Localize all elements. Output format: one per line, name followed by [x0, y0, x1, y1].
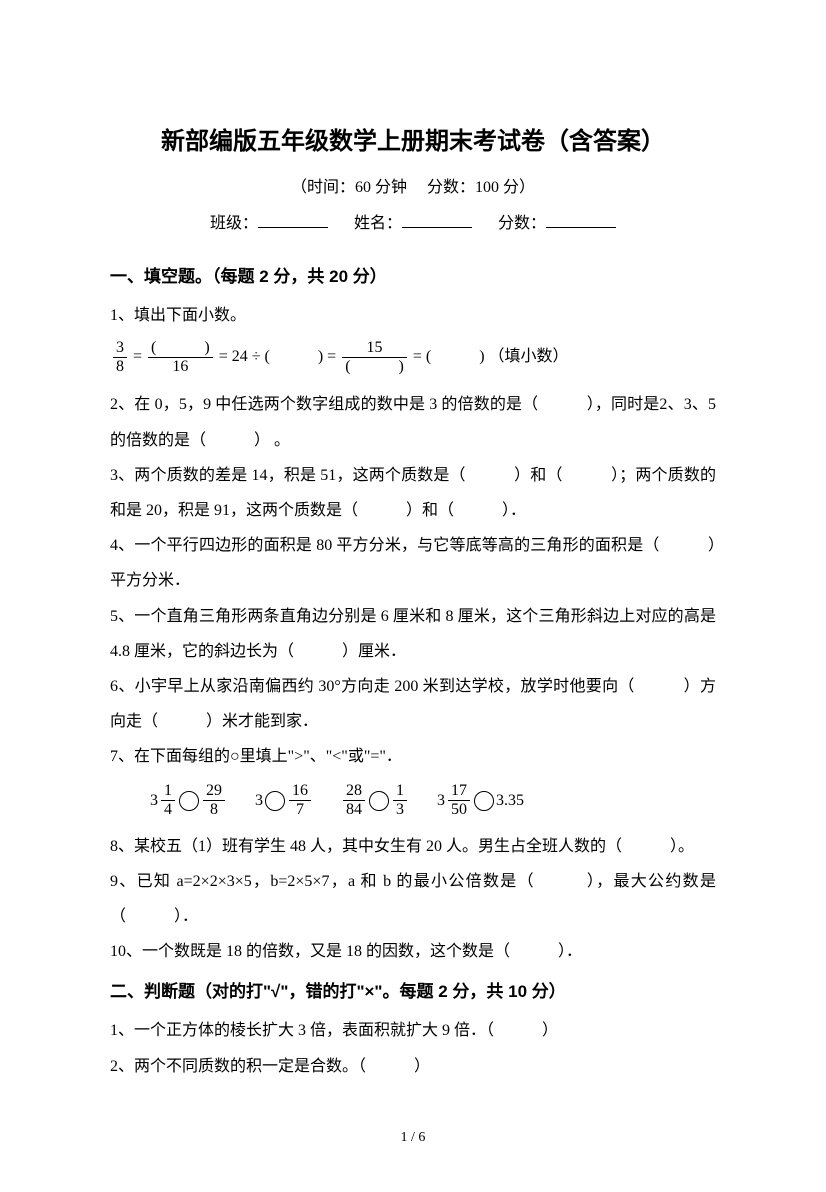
q7-compare: 3 1 4 29 8 3 16 7 28 84 1 3	[150, 782, 716, 818]
frac-num: 1	[161, 782, 175, 801]
frac-28-84: 28 84	[343, 782, 365, 818]
whole: 3	[255, 785, 263, 817]
score-label: 分数：	[498, 215, 546, 232]
subtitle: （时间：60 分钟 分数：100 分）	[110, 172, 716, 204]
q6-text: 6、小宇早上从家沿南偏西约 30°方向走 200 米到达学校，放学时他要向（ ）…	[110, 669, 716, 739]
frac-num: 17	[448, 782, 470, 801]
whole: 3	[437, 785, 445, 817]
compare-circle	[265, 791, 285, 811]
compare-circle	[179, 791, 199, 811]
frac-num: 15	[342, 339, 407, 358]
frac-den: 4	[161, 801, 175, 819]
q8-text: 8、某校五（1）班有学生 48 人，其中女生有 20 人。男生占全班人数的（ ）…	[110, 829, 716, 864]
frac-1-3: 1 3	[393, 782, 407, 818]
s2-q2-text: 2、两个不同质数的积一定是合数。（ ）	[110, 1049, 716, 1084]
q9-text: 9、已知 a=2×2×3×5，b=2×5×7，a 和 b 的最小公倍数是（ ），…	[110, 864, 716, 934]
frac-num: ( )	[148, 339, 213, 358]
q7-text: 7、在下面每组的○里填上">"、"<"或"="．	[110, 739, 716, 774]
mixed-3-17-50: 3 17 50	[437, 782, 472, 818]
frac-num: 3	[113, 339, 127, 358]
compare-circle	[369, 791, 389, 811]
whole: 3	[150, 785, 158, 817]
frac-3-8: 3 8	[113, 339, 127, 375]
section2-header: 二、判断题（对的打"√"，错的打"×"。每题 2 分，共 10 分）	[110, 975, 716, 1009]
compare-circle	[474, 791, 494, 811]
frac-29-8: 29 8	[203, 782, 225, 818]
class-label: 班级：	[210, 215, 258, 232]
q1-equation: 3 8 = ( ) 16 = 24 ÷ ( ) = 15 ( ) = ( ) （…	[110, 339, 716, 375]
frac-den: 16	[148, 358, 213, 376]
compare-4: 3 17 50 3.35	[437, 782, 524, 818]
frac-den: 8	[113, 358, 127, 376]
frac-blank-16: ( ) 16	[148, 339, 213, 375]
name-blank	[402, 212, 472, 228]
name-label: 姓名：	[354, 215, 402, 232]
page-number: 1 / 6	[110, 1124, 716, 1152]
q5-text: 5、一个直角三角形两条直角边分别是 6 厘米和 8 厘米，这个三角形斜边上对应的…	[110, 599, 716, 669]
decimal: 3.35	[496, 785, 524, 817]
q4-text: 4、一个平行四边形的面积是 80 平方分米，与它等底等高的三角形的面积是（ ）平…	[110, 528, 716, 598]
frac-16-7: 16 7	[289, 782, 311, 818]
compare-3: 28 84 1 3	[341, 782, 409, 818]
frac-num: 29	[203, 782, 225, 801]
frac-den: 7	[289, 801, 311, 819]
eq-sign: =	[133, 346, 142, 368]
compare-1: 3 1 4 29 8	[150, 782, 227, 818]
frac-den: 50	[448, 801, 470, 819]
frac-num: 28	[343, 782, 365, 801]
score-blank	[546, 212, 616, 228]
compare-2: 3 16 7	[255, 782, 313, 818]
frac-num: 16	[289, 782, 311, 801]
q2-text: 2、在 0，5，9 中任选两个数字组成的数中是 3 的倍数的是（ ），同时是2、…	[110, 387, 716, 457]
q1-text: 1、填出下面小数。	[110, 298, 716, 333]
section1-header: 一、填空题。（每题 2 分，共 20 分）	[110, 260, 716, 294]
class-blank	[258, 212, 328, 228]
info-line: 班级： 姓名： 分数：	[110, 208, 716, 240]
frac-den: 3	[393, 801, 407, 819]
frac-15-blank: 15 ( )	[342, 339, 407, 375]
s2-q1-text: 1、一个正方体的棱长扩大 3 倍，表面积就扩大 9 倍．（ ）	[110, 1013, 716, 1048]
frac-den: ( )	[342, 358, 407, 376]
frac-den: 84	[343, 801, 365, 819]
frac-num: 1	[393, 782, 407, 801]
div-part: = 24 ÷ ( ) =	[219, 346, 337, 368]
q10-text: 10、一个数既是 18 的倍数，又是 18 的因数，这个数是（ ）．	[110, 934, 716, 969]
eq-tail: = ( ) （填小数）	[413, 346, 569, 368]
frac-den: 8	[203, 801, 225, 819]
page-title: 新部编版五年级数学上册期末考试卷（含答案）	[110, 118, 716, 166]
q3-text: 3、两个质数的差是 14，积是 51，这两个质数是（ ）和（ ）；两个质数的和是…	[110, 458, 716, 528]
mixed-3-1-4: 3 1 4	[150, 782, 177, 818]
